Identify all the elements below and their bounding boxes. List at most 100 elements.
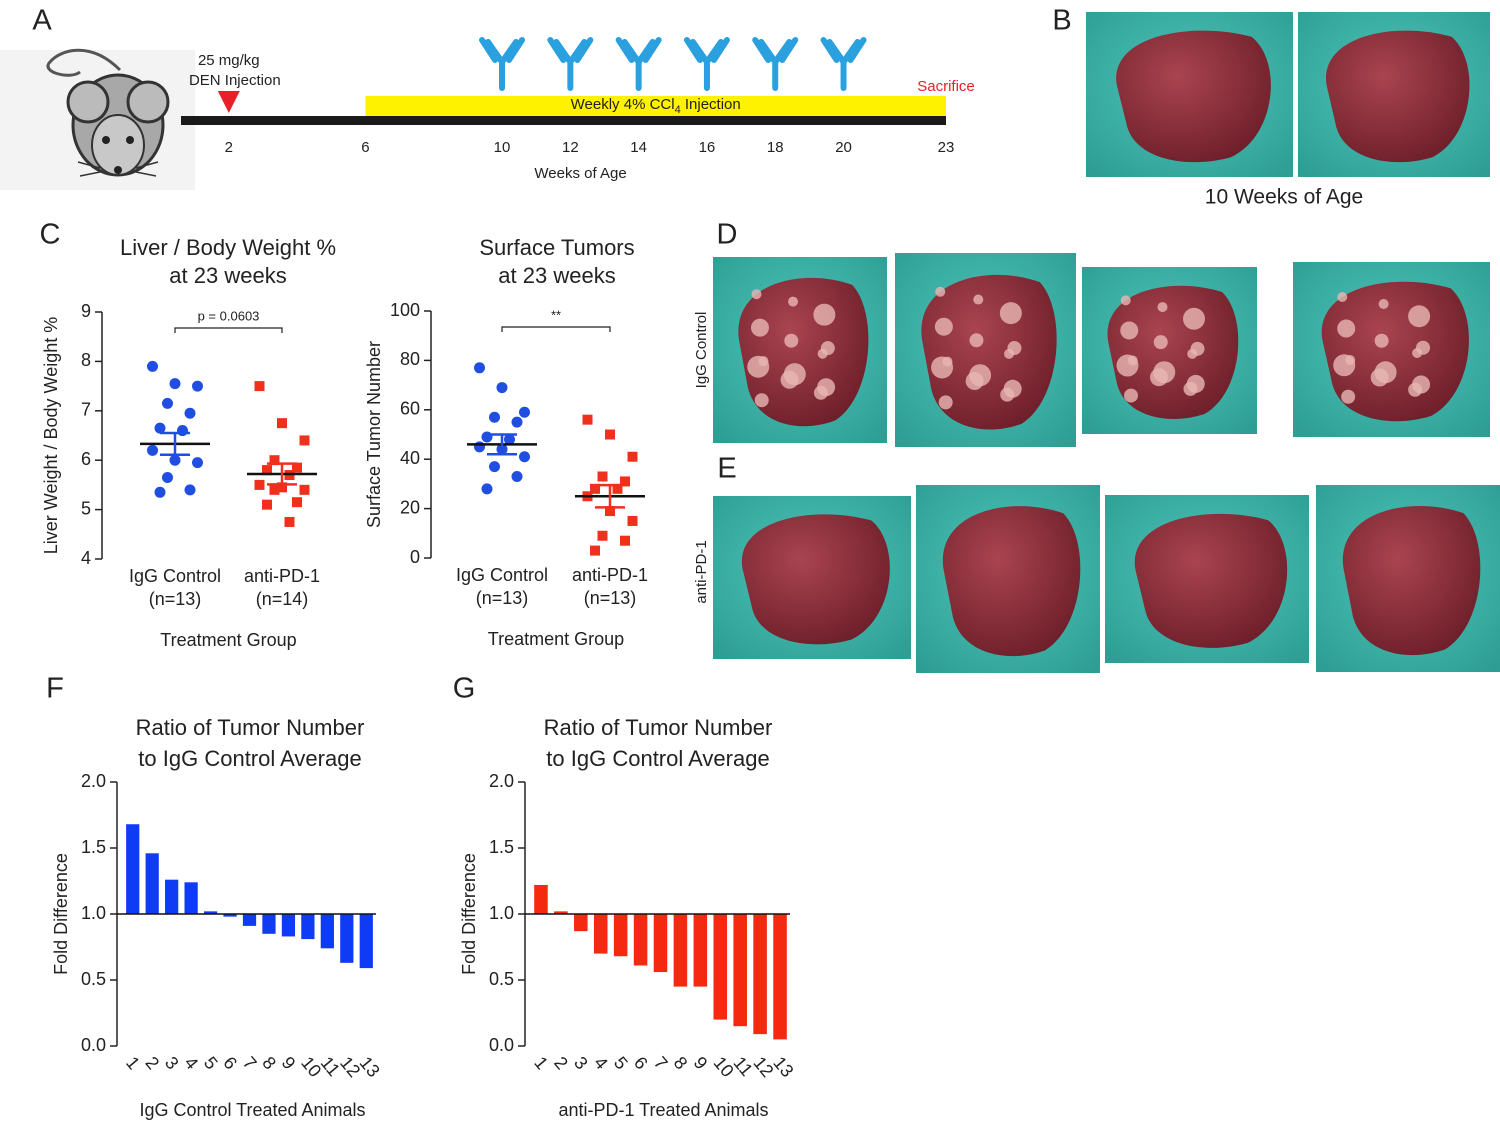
tumor: [1186, 374, 1205, 393]
tumor: [751, 289, 762, 300]
bar: [145, 853, 159, 914]
bar: [574, 914, 588, 932]
data-point: [292, 462, 302, 473]
data-point: [147, 360, 158, 372]
tumor: [1157, 302, 1168, 313]
y-tick-label: 2.0: [489, 771, 514, 791]
x-axis-label: IgG Control Treated Animals: [139, 1100, 365, 1120]
tumor: [938, 395, 953, 410]
bar: [359, 914, 373, 969]
data-point: [262, 499, 272, 510]
x-tick-label: 6: [219, 1053, 241, 1074]
category-note: (n=13): [584, 588, 637, 608]
tumor: [973, 294, 984, 305]
panel-letter: E: [717, 453, 736, 485]
data-point: [177, 425, 188, 437]
timeline-axis: [181, 116, 946, 125]
liver: [738, 277, 869, 427]
y-tick-label: 1.0: [489, 903, 514, 923]
data-point: [519, 406, 530, 418]
y-axis-label: Liver Weight / Body Weight %: [41, 317, 61, 554]
tumor: [1408, 305, 1431, 328]
tumor: [788, 296, 799, 307]
y-tick-label: 6: [81, 449, 91, 469]
tumor: [1190, 341, 1205, 356]
x-tick-label: 8: [670, 1053, 692, 1074]
bar: [184, 882, 198, 914]
tumor: [1007, 341, 1022, 356]
x-tick-label: 2: [225, 139, 233, 156]
tumor: [1337, 319, 1356, 338]
data-point: [299, 484, 310, 495]
tumor: [1183, 307, 1205, 330]
data-point: [147, 444, 158, 456]
x-tick-label: 7: [239, 1053, 261, 1074]
x-tick-label: 1: [122, 1053, 144, 1074]
y-tick-label: 0.5: [489, 969, 514, 989]
tumor: [1120, 321, 1139, 340]
significance-label: p = 0.0603: [198, 308, 260, 323]
panel-letter: B: [1052, 5, 1071, 37]
bar: [340, 914, 354, 963]
row-label: IgG Control: [693, 312, 710, 389]
bar: [753, 914, 767, 1035]
data-point: [162, 397, 173, 409]
data-point: [269, 484, 280, 495]
den-label: DEN Injection: [189, 72, 281, 89]
tumor: [813, 303, 836, 326]
tumor: [750, 318, 769, 337]
tumor: [1378, 299, 1389, 309]
liver: [1107, 285, 1239, 419]
x-tick-label: 4: [180, 1053, 202, 1074]
tumor: [758, 356, 769, 367]
data-point: [154, 486, 166, 498]
data-point: [489, 461, 500, 473]
liver: [1321, 281, 1469, 422]
antibody-icon: [820, 37, 867, 91]
tumor: [783, 363, 806, 386]
tumor: [935, 286, 946, 297]
panel-letter: C: [40, 219, 61, 251]
data-point: [597, 471, 608, 482]
y-tick-label: 8: [81, 350, 91, 370]
tumor: [820, 341, 835, 356]
y-tick-label: 60: [400, 399, 420, 419]
chart-title: Liver / Body Weight %: [120, 235, 336, 260]
bar: [262, 914, 276, 934]
x-tick-label: 12: [562, 139, 579, 156]
tumor: [784, 333, 799, 348]
bar: [203, 911, 218, 914]
x-tick-label: 7: [650, 1053, 672, 1074]
sem-bar: [267, 462, 297, 486]
ccl4-label-part: Weekly 4% CCl: [571, 96, 675, 113]
x-tick-label: 6: [361, 139, 369, 156]
tumor: [969, 333, 984, 348]
x-tick-label: 3: [161, 1053, 183, 1074]
x-tick-label: 3: [570, 1053, 592, 1074]
liver: [1134, 513, 1288, 648]
y-tick-label: 7: [81, 400, 91, 420]
bar: [554, 911, 568, 914]
tumor: [1374, 361, 1397, 384]
sacrifice-label: Sacrifice: [917, 78, 975, 95]
data-point: [511, 470, 523, 482]
bar: [693, 914, 708, 987]
chart-title: at 23 weeks: [169, 263, 286, 288]
data-point: [481, 431, 493, 443]
data-point: [605, 506, 615, 517]
tumor: [969, 364, 992, 387]
ccl4-label-part: Injection: [681, 96, 741, 113]
data-point: [254, 479, 265, 490]
tumor: [1337, 292, 1348, 302]
mouse-illustration: [0, 48, 195, 190]
tumor: [999, 302, 1022, 325]
x-tick-label: 5: [200, 1053, 222, 1074]
y-tick-label: 1.5: [81, 837, 106, 857]
data-point: [154, 422, 166, 434]
y-tick-label: 1.0: [81, 903, 106, 923]
bar: [301, 914, 315, 940]
y-tick-label: 0: [410, 547, 420, 567]
data-point: [169, 454, 181, 466]
tumor: [1345, 355, 1356, 365]
